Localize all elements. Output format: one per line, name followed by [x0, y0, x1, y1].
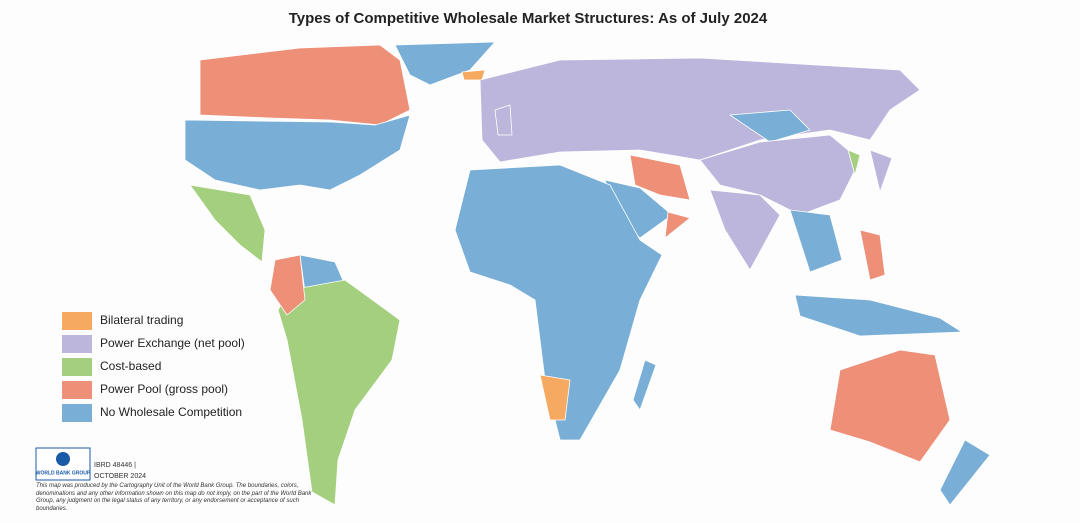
philippines	[859, 229, 886, 281]
legend-swatch	[62, 312, 92, 330]
logo-globe	[56, 452, 70, 466]
legend-label: Cost-based	[100, 359, 161, 373]
namibia	[539, 374, 571, 421]
oman	[664, 211, 691, 239]
korea	[847, 149, 861, 176]
southeast-asia	[789, 209, 843, 273]
disclaimer: This map was produced by the Cartography…	[36, 483, 312, 512]
india	[709, 189, 781, 271]
indonesia	[794, 294, 963, 337]
canada	[199, 44, 411, 126]
iceland	[461, 69, 486, 81]
uk	[494, 104, 513, 136]
africa	[454, 164, 663, 441]
china	[699, 134, 861, 216]
map-title: Types of Competitive Wholesale Market St…	[289, 10, 768, 27]
legend-swatch	[62, 381, 92, 399]
legend-label: Power Pool (gross pool)	[100, 382, 228, 396]
legend-swatch	[62, 404, 92, 422]
usa	[184, 114, 411, 191]
legend-label: Bilateral trading	[100, 313, 183, 327]
mexico-central-america	[189, 184, 266, 263]
colombia	[269, 254, 306, 316]
legend-label: No Wholesale Competition	[100, 405, 242, 419]
legend: Bilateral trading Power Exchange (net poo…	[62, 312, 245, 422]
legend-swatch	[62, 335, 92, 353]
mongolia	[729, 109, 811, 143]
map-id: IBRD 48446 |	[94, 462, 136, 469]
iran	[629, 154, 691, 201]
legend-label: Power Exchange (net pool)	[100, 336, 245, 350]
madagascar	[632, 359, 657, 411]
legend-swatch	[62, 358, 92, 376]
europe-russia	[479, 57, 921, 163]
south-america	[277, 279, 401, 506]
australia	[829, 349, 951, 463]
new-zealand	[939, 439, 991, 506]
japan	[869, 149, 893, 193]
greenland	[394, 41, 496, 86]
map-date: OCTOBER 2024	[94, 473, 146, 480]
logo-text: WORLD BANK GROUP	[36, 470, 91, 476]
countries	[184, 41, 991, 506]
